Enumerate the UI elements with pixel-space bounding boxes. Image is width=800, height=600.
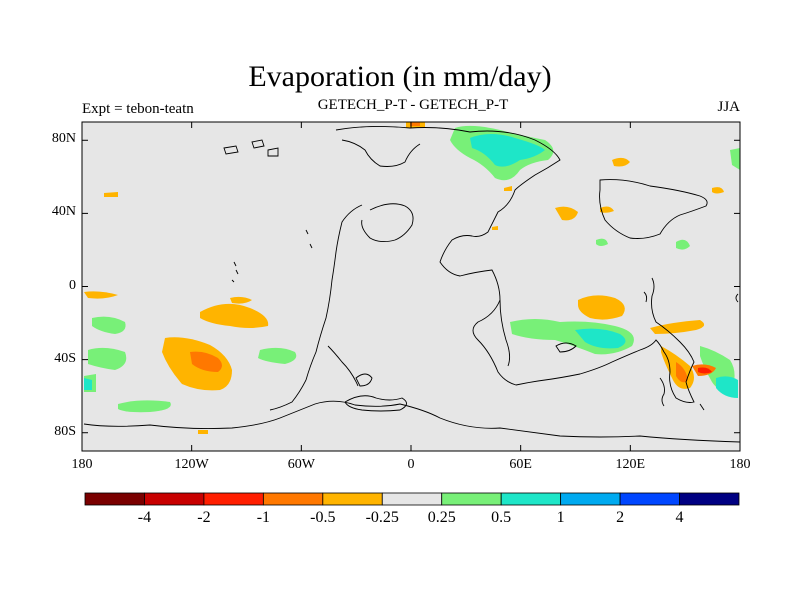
colorbar-box	[500, 492, 562, 506]
colorbar-label: 1	[556, 509, 565, 526]
lon-tick-label: 180	[71, 457, 93, 472]
colorbar-label: 0.25	[427, 509, 456, 526]
strong-negative-regions	[190, 122, 716, 383]
colorbar-box	[381, 492, 443, 506]
strong-positive-regions	[84, 134, 738, 398]
coastlines	[83, 125, 740, 443]
colorbar-box	[262, 492, 324, 506]
dataset-label: GETECH_P-T - GETECH_P-T	[317, 97, 509, 113]
lon-tick-label: 60E	[509, 457, 532, 472]
colorbar-box	[203, 492, 264, 506]
tick-marks	[81, 122, 741, 451]
colorbar-label: 4	[675, 509, 684, 526]
colorbar-box	[84, 492, 145, 506]
lon-tick-label: 120W	[174, 457, 209, 472]
lon-tick-label: 0	[407, 457, 415, 472]
lat-tick-label: 80N	[51, 131, 76, 147]
colorbar-box	[679, 492, 740, 506]
colorbar-label: -0.5	[310, 509, 336, 526]
colorbar	[84, 492, 740, 506]
colorbar-label: -1	[256, 509, 271, 526]
colorbar-box	[560, 492, 621, 506]
colorbar-label: 0.5	[491, 509, 512, 526]
colorbar-label: -0.25	[365, 509, 399, 526]
lon-tick-label: 180	[729, 457, 751, 472]
map-title: Evaporation (in mm/day)	[248, 60, 552, 93]
colorbar-box	[619, 492, 680, 506]
colorbar-label: 2	[616, 509, 625, 526]
colorbar-label: -4	[137, 509, 152, 526]
lon-tick-label: 120E	[615, 457, 646, 472]
peak-negative-region	[698, 367, 712, 374]
colorbar-box	[441, 492, 502, 506]
experiment-label: Expt = tebon-teatn	[82, 101, 194, 117]
lat-tick-label: 0	[69, 277, 76, 293]
map-background	[82, 122, 740, 451]
lat-tick-label: 40S	[54, 350, 76, 366]
lon-tick-label: 60W	[287, 457, 315, 472]
lat-tick-label: 80S	[54, 423, 76, 439]
colorbar-box	[144, 492, 205, 506]
colorbar-box	[322, 492, 383, 506]
lat-tick-label: 40N	[51, 204, 76, 220]
colorbar-label: -2	[197, 509, 211, 526]
season-label: JJA	[717, 99, 740, 115]
negative-anomaly-regions	[84, 122, 724, 434]
